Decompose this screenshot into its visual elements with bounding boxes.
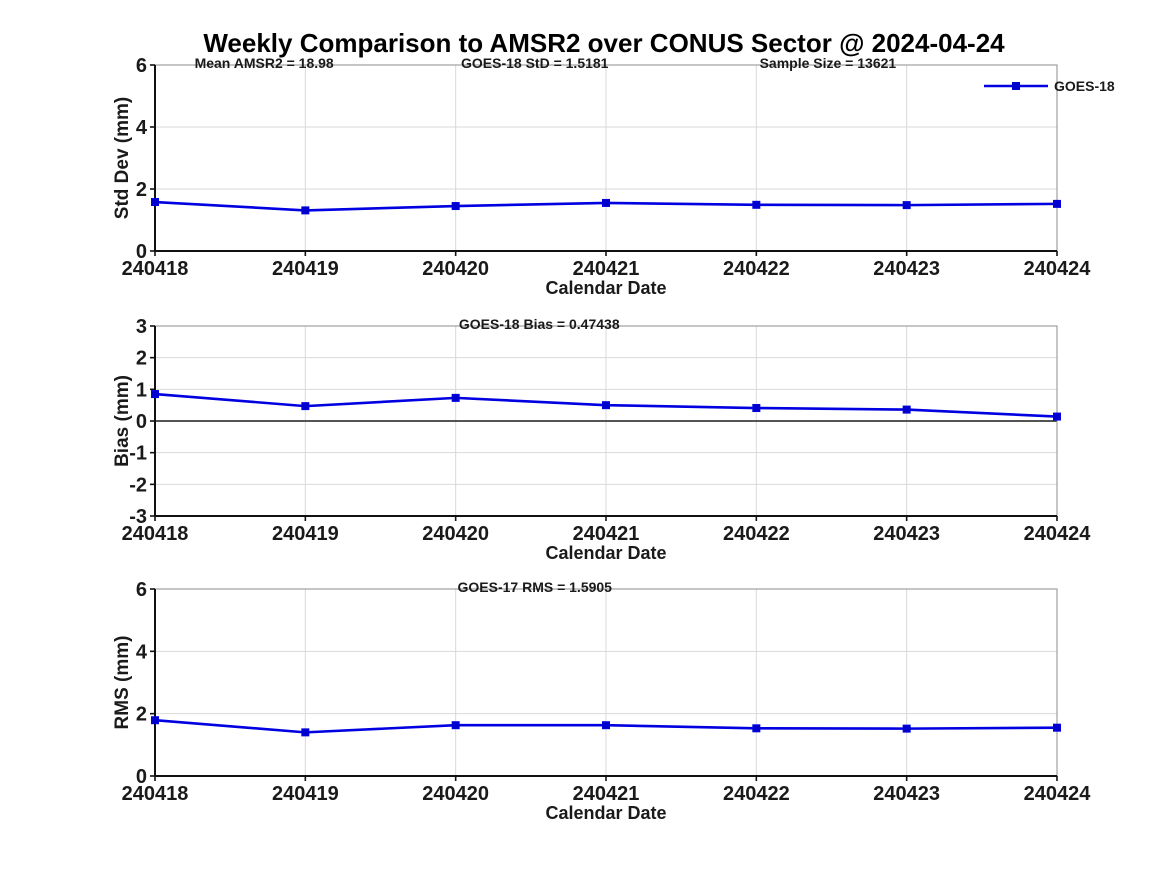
- y-tick-label: 2: [136, 348, 147, 370]
- x-tick-label: 240423: [873, 523, 940, 545]
- x-tick-label: 240419: [272, 258, 339, 280]
- stat-annotation: Sample Size = 13621: [760, 55, 897, 71]
- y-tick-label: 0: [136, 411, 147, 433]
- data-point-marker: [902, 201, 911, 210]
- data-point-marker: [902, 405, 911, 414]
- x-tick-label: 240419: [272, 523, 339, 545]
- y-tick-label: -3: [129, 506, 147, 528]
- y-tick-label: -1: [129, 443, 147, 465]
- y-tick-label: 1: [136, 379, 147, 401]
- subplot-std-dev: 240418 240419 240420 240421 240422 240423 2404…: [112, 55, 1115, 298]
- data-point-marker: [1053, 723, 1061, 732]
- y-tick-label: 6: [136, 55, 147, 77]
- legend-label: GOES-18: [1054, 78, 1115, 94]
- data-point-marker: [752, 404, 761, 413]
- legend: GOES-18: [984, 78, 1115, 94]
- x-tick-label: 240421: [573, 523, 640, 545]
- data-point-marker: [1053, 412, 1061, 421]
- x-tick-label: 240422: [723, 783, 790, 805]
- y-tick-label: 4: [136, 641, 148, 663]
- data-point-marker: [602, 198, 610, 207]
- gridlines: [155, 589, 1058, 776]
- x-tick-label: 240421: [573, 783, 640, 805]
- axis-ticks: 240418 240419 240420 240421 240422 240423 2404…: [122, 579, 1092, 805]
- data-point-marker: [301, 206, 310, 215]
- x-tick-label: 240424: [1024, 523, 1092, 545]
- x-tick-label: 240418: [122, 783, 189, 805]
- x-tick-label: 240421: [573, 258, 640, 280]
- axis-ticks: 240418 240419 240420 240421 240422 240423 2404…: [122, 316, 1092, 545]
- x-tick-label: 240424: [1024, 783, 1092, 805]
- y-axis-label: Std Dev (mm): [112, 97, 133, 219]
- gridlines: [155, 65, 1058, 251]
- y-tick-label: 2: [136, 704, 147, 726]
- x-axis-label: Calendar Date: [545, 543, 666, 563]
- data-point-marker: [301, 402, 310, 411]
- legend-marker-sample: [1012, 82, 1020, 90]
- data-point-marker: [451, 393, 460, 402]
- x-tick-label: 240420: [422, 523, 489, 545]
- y-axis-label: RMS (mm): [112, 636, 133, 730]
- y-tick-label: 6: [136, 579, 147, 601]
- x-tick-label: 240420: [422, 783, 489, 805]
- x-tick-label: 240422: [723, 258, 790, 280]
- data-point-marker: [752, 724, 761, 733]
- y-axis-label: Bias (mm): [112, 375, 133, 467]
- data-point-marker: [602, 721, 610, 730]
- x-tick-label: 240423: [873, 783, 940, 805]
- stat-annotation: Mean AMSR2 = 18.98: [195, 55, 334, 71]
- x-tick-label: 240418: [122, 258, 189, 280]
- x-tick-label: 240423: [873, 258, 940, 280]
- y-tick-label: 4: [136, 117, 148, 139]
- x-tick-label: 240424: [1024, 258, 1092, 280]
- stat-annotation: GOES-18 Bias = 0.47438: [459, 316, 620, 332]
- subplot-rms: 240418 240419 240420 240421 240422 240423 2404…: [112, 579, 1091, 823]
- data-point-marker: [301, 728, 310, 737]
- x-tick-label: 240420: [422, 258, 489, 280]
- y-tick-label: 0: [136, 241, 147, 263]
- x-tick-label: 240419: [272, 783, 339, 805]
- x-axis-label: Calendar Date: [545, 803, 666, 823]
- y-tick-label: -2: [129, 474, 147, 496]
- data-point-marker: [902, 724, 911, 733]
- stat-annotation: GOES-17 RMS = 1.5905: [458, 579, 613, 595]
- y-tick-label: 3: [136, 316, 147, 338]
- axis-ticks: 240418 240419 240420 240421 240422 240423 2404…: [122, 55, 1092, 280]
- chart-title: Weekly Comparison to AMSR2 over CONUS Se…: [203, 28, 1005, 58]
- data-point-marker: [151, 198, 159, 207]
- data-point-marker: [151, 390, 159, 399]
- y-tick-label: 0: [136, 766, 147, 788]
- x-axis-label: Calendar Date: [545, 278, 666, 298]
- x-tick-label: 240422: [723, 523, 790, 545]
- data-point-marker: [1053, 199, 1061, 208]
- data-point-marker: [602, 401, 610, 410]
- y-tick-label: 2: [136, 179, 147, 201]
- x-tick-label: 240418: [122, 523, 189, 545]
- data-point-marker: [451, 202, 460, 211]
- stat-annotation: GOES-18 StD = 1.5181: [461, 55, 609, 71]
- data-point-marker: [752, 200, 761, 209]
- data-point-marker: [451, 721, 460, 730]
- data-point-marker: [151, 716, 159, 725]
- subplot-bias: 240418 240419 240420 240421 240422 240423 2404…: [112, 316, 1091, 563]
